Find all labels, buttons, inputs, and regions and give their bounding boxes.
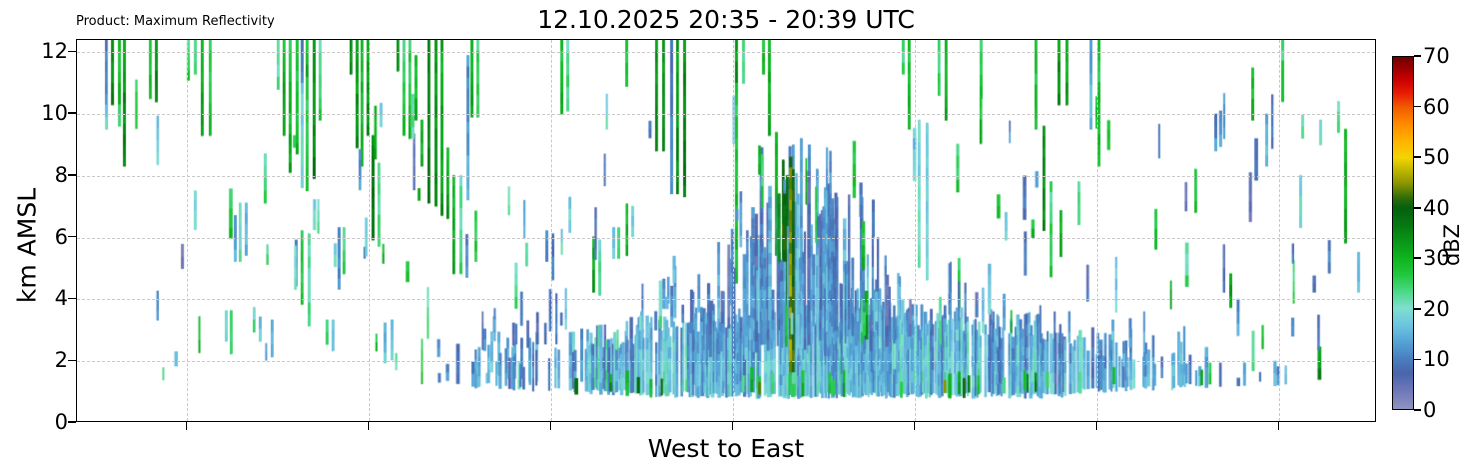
colorbar-gradient [1392,56,1414,410]
y-tick-label: 10 [41,101,68,126]
y-tick-mark [68,235,76,238]
y-tick-mark [68,359,76,361]
product-annotation: Product: Maximum Reflectivity [76,14,275,29]
colorbar-tick-mark [1414,358,1421,361]
colorbar-tick-label: 70 [1423,44,1450,68]
colorbar-tick-label: 30 [1423,246,1450,271]
y-tick-mark [68,50,76,53]
x-axis-label: West to East [647,434,805,463]
x-tick-mark [550,422,552,430]
colorbar-tick-label: 0 [1423,398,1437,422]
x-tick-mark [368,422,370,430]
colorbar-tick-mark [1414,105,1421,108]
x-tick-mark [1096,422,1098,430]
x-tick-mark [914,422,916,430]
y-tick-label: 2 [54,348,68,373]
y-axis-label: km AMSL [12,187,42,304]
colorbar [1392,56,1414,410]
y-tick-label: 12 [41,39,68,64]
page-title: 12.10.2025 20:35 - 20:39 UTC [537,5,915,34]
y-tick-label: 6 [54,224,68,249]
colorbar-tick-label: 50 [1423,145,1450,170]
colorbar-tick-mark [1414,257,1421,260]
colorbar-tick-label: 60 [1423,94,1450,119]
colorbar-axis-label: dBZ [1440,223,1464,267]
x-tick-mark [186,422,188,430]
colorbar-tick-label: 10 [1423,347,1450,372]
x-tick-mark [1278,422,1280,430]
colorbar-tick-mark [1414,409,1421,411]
reflectivity-heatmap-canvas [77,40,1375,421]
y-tick-mark [68,174,76,176]
colorbar-tick-mark [1414,55,1421,57]
colorbar-tick-mark [1414,308,1421,310]
colorbar-tick-label: 20 [1423,296,1450,321]
y-tick-mark [68,112,76,114]
colorbar-tick-label: 40 [1423,195,1450,220]
y-tick-label: 4 [54,286,68,311]
plot-area [76,39,1376,422]
y-tick-mark [68,297,76,300]
colorbar-tick-mark [1414,156,1421,158]
y-tick-label: 8 [54,162,68,187]
y-tick-mark [68,421,76,423]
x-tick-mark [732,422,734,430]
y-tick-label: 0 [54,410,68,434]
colorbar-tick-mark [1414,206,1421,209]
